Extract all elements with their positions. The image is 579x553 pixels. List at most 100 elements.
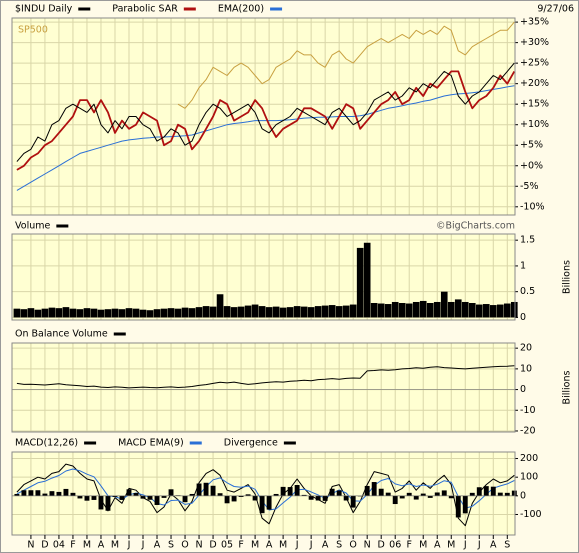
y-tick-label: +5% <box>520 140 543 151</box>
bar <box>490 486 496 496</box>
bar <box>126 489 132 496</box>
bar <box>118 309 126 318</box>
bar <box>356 247 364 318</box>
bar <box>230 307 238 318</box>
bar <box>364 485 370 496</box>
bar <box>307 307 315 318</box>
x-tick-label: M <box>447 540 455 551</box>
bar <box>14 493 20 496</box>
legend-label: Volume <box>15 221 50 232</box>
bar <box>76 309 84 318</box>
bar <box>461 301 469 318</box>
y-tick-label: +0% <box>520 160 543 171</box>
bar <box>42 493 48 496</box>
bar <box>41 308 49 318</box>
bar <box>189 493 195 496</box>
bar <box>440 291 448 318</box>
plot-border <box>11 17 516 216</box>
x-tick-label: J <box>295 540 299 551</box>
x-tick-label: A <box>322 540 329 551</box>
bar <box>55 308 63 318</box>
bar <box>203 482 209 496</box>
bar <box>119 495 125 500</box>
line <box>16 62 515 162</box>
y-axis-label: Billions <box>562 260 573 294</box>
bar <box>20 309 28 318</box>
annotation: ©BigCharts.com <box>436 221 515 232</box>
bar <box>259 495 265 514</box>
x-tick-label: S <box>336 540 342 551</box>
bar <box>223 306 231 318</box>
x-tick-label: D <box>378 540 385 551</box>
bar <box>503 303 511 318</box>
x-tick-label: A <box>266 540 273 551</box>
y-tick-label: +20% <box>520 78 549 89</box>
bar <box>98 495 104 510</box>
bar <box>482 304 490 318</box>
y-tick-label: -5% <box>520 181 539 192</box>
bar <box>21 490 27 496</box>
x-tick-label: M <box>251 540 259 551</box>
bar <box>231 495 237 502</box>
y-tick-label: -10 <box>520 405 536 416</box>
bar <box>419 300 427 318</box>
line <box>16 70 516 171</box>
bar <box>202 306 210 318</box>
bar <box>97 309 105 318</box>
legend-label: $INDU Daily <box>15 4 73 15</box>
x-tick-label: N <box>195 540 202 551</box>
bar <box>385 492 391 496</box>
date: 9/27/06 <box>537 4 574 15</box>
bar <box>105 495 111 511</box>
plot-border <box>11 233 516 321</box>
bar <box>462 495 468 514</box>
bar <box>146 310 154 318</box>
bar <box>294 485 300 496</box>
y-tick-label: +35% <box>520 17 549 28</box>
bar <box>84 495 90 501</box>
line <box>16 85 515 191</box>
bar <box>426 303 434 318</box>
bar <box>511 490 517 496</box>
line <box>177 21 515 109</box>
bar <box>245 494 251 496</box>
bar <box>196 483 202 496</box>
x-tick-label: J <box>141 540 145 551</box>
bar <box>237 306 245 318</box>
bar <box>412 301 420 318</box>
x-tick-label: S <box>504 540 510 551</box>
bar <box>321 305 329 318</box>
bar <box>384 304 392 318</box>
bar <box>476 487 482 496</box>
bar <box>413 495 419 500</box>
bar <box>111 308 119 318</box>
bar <box>399 495 405 499</box>
bar <box>273 493 279 496</box>
y-tick-label: 0 <box>520 490 526 501</box>
bar <box>244 305 252 318</box>
plot-area <box>12 18 515 215</box>
bar <box>27 308 35 318</box>
y-tick-label: 10 <box>520 363 532 374</box>
bar <box>174 308 182 318</box>
bar <box>34 309 42 318</box>
y-axis-label: Billions <box>562 371 573 405</box>
bar <box>258 306 266 318</box>
bar <box>216 294 224 318</box>
bar <box>70 492 76 496</box>
bar <box>195 307 203 318</box>
bar <box>77 495 83 499</box>
bar <box>308 495 314 500</box>
bar <box>336 490 342 496</box>
bar <box>224 495 230 504</box>
bar <box>28 490 34 496</box>
line <box>16 365 515 389</box>
y-tick-label: -20 <box>520 425 536 436</box>
bar <box>301 494 307 496</box>
plot-border <box>11 342 516 433</box>
x-tick-label: S <box>168 540 174 551</box>
bar <box>209 306 217 318</box>
bar <box>266 495 272 510</box>
x-tick-label: J <box>477 540 481 551</box>
bar <box>391 301 399 318</box>
